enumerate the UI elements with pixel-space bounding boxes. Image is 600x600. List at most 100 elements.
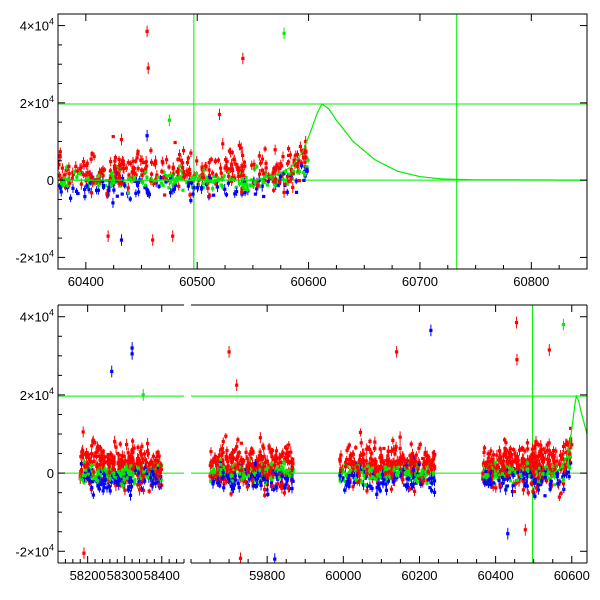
- bottom-point: [130, 467, 135, 471]
- bottom-point: [225, 466, 229, 470]
- bottom-point: [119, 477, 123, 481]
- top-point: [177, 174, 181, 179]
- bottom-point: [221, 458, 225, 462]
- bottom-point: [149, 476, 153, 480]
- bottom-point: [154, 481, 158, 485]
- top-point: [260, 168, 264, 173]
- bottom-point: [151, 454, 155, 458]
- bottom-point: [290, 477, 294, 481]
- bottom-point: [389, 467, 393, 471]
- bottom-point: [403, 461, 407, 466]
- bottom-point: [92, 470, 96, 474]
- bottom-point: [278, 455, 282, 459]
- top-point: [192, 186, 196, 190]
- bottom-point: [153, 458, 157, 462]
- top-point: [231, 175, 235, 179]
- top-point: [264, 172, 269, 177]
- bottom-point: [258, 468, 262, 472]
- bottom-point: [375, 486, 379, 490]
- bottom-point: [128, 473, 132, 478]
- top-point: [220, 185, 224, 189]
- bottom-point: [124, 464, 128, 468]
- bottom-notable-point: [506, 532, 510, 536]
- top-point: [268, 175, 272, 179]
- top-point: [189, 181, 194, 185]
- bottom-point: [90, 444, 94, 448]
- bottom-xtick-label: 59800: [249, 568, 285, 583]
- top-point: [140, 168, 144, 172]
- bottom-point: [262, 446, 266, 450]
- bottom-point: [149, 478, 154, 482]
- bottom-point: [138, 482, 142, 487]
- bottom-point: [417, 462, 421, 467]
- bottom-point: [547, 476, 551, 480]
- bottom-point: [220, 447, 225, 451]
- bottom-point: [384, 482, 388, 486]
- bottom-point: [269, 462, 273, 466]
- top-point: [176, 157, 180, 162]
- bottom-point: [97, 487, 102, 491]
- bottom-point: [130, 479, 134, 483]
- top-point: [302, 170, 306, 175]
- bottom-point: [89, 464, 94, 468]
- top-point: [289, 177, 293, 181]
- top-point: [283, 182, 287, 186]
- top-point: [240, 164, 244, 168]
- bottom-point: [230, 473, 234, 478]
- bottom-point: [389, 464, 393, 468]
- bottom-point: [566, 443, 570, 447]
- bottom-point: [132, 446, 136, 450]
- bottom-point: [209, 480, 213, 484]
- bottom-point: [354, 477, 358, 481]
- bottom-point: [95, 474, 99, 478]
- bottom-point: [138, 450, 142, 454]
- bottom-point: [259, 461, 264, 466]
- bottom-point: [275, 474, 279, 478]
- bottom-point: [417, 446, 421, 450]
- top-point: [242, 185, 246, 189]
- bottom-point: [415, 480, 420, 484]
- bottom-notable-point: [82, 551, 86, 555]
- top-point: [117, 181, 121, 185]
- bottom-point: [90, 486, 94, 490]
- bottom-xtick-label: 58300: [107, 568, 143, 583]
- bottom-point: [496, 465, 501, 469]
- top-point: [234, 162, 238, 166]
- bottom-point: [523, 484, 527, 488]
- bottom-point: [562, 478, 566, 482]
- bottom-point: [392, 468, 396, 472]
- bottom-point: [123, 488, 127, 492]
- top-point: [115, 194, 119, 198]
- bottom-point: [516, 470, 520, 474]
- bottom-point: [411, 468, 416, 472]
- top-point: [279, 164, 284, 168]
- bottom-point: [349, 453, 353, 457]
- top-notable-point: [217, 112, 222, 117]
- bottom-point: [255, 482, 260, 486]
- bottom-point: [546, 448, 550, 452]
- bottom-point: [368, 439, 372, 443]
- top-point: [135, 156, 139, 160]
- bottom-point: [219, 471, 223, 476]
- top-point: [228, 167, 233, 171]
- bottom-point: [428, 464, 432, 468]
- top-point: [112, 188, 116, 192]
- bottom-point: [423, 470, 428, 474]
- top-point: [84, 173, 88, 177]
- bottom-point: [264, 467, 268, 472]
- bottom-frame-right: [191, 304, 587, 564]
- top-point: [227, 149, 232, 153]
- top-point: [118, 177, 122, 182]
- bottom-notable-point: [514, 320, 519, 325]
- top-point: [114, 175, 118, 179]
- top-point: [101, 173, 105, 178]
- bottom-point: [548, 482, 552, 486]
- bottom-point: [429, 461, 434, 466]
- bottom-point: [531, 463, 536, 468]
- top-point: [120, 192, 124, 196]
- top-point: [136, 167, 140, 171]
- bottom-point: [266, 466, 270, 471]
- bottom-point: [483, 481, 487, 486]
- bottom-point: [490, 458, 494, 462]
